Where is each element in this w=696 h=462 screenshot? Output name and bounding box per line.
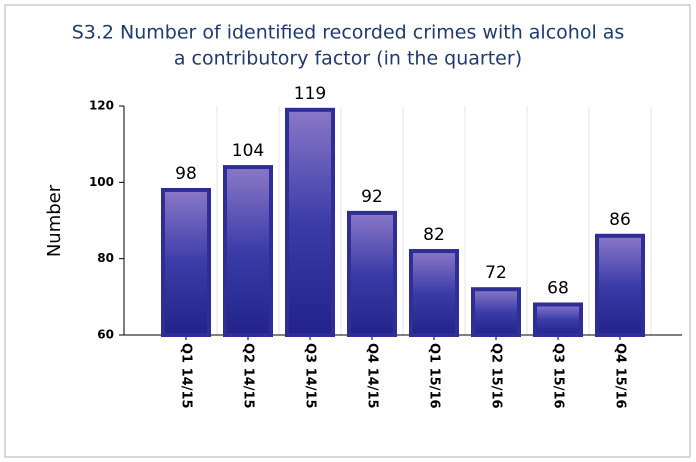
bar <box>161 187 211 337</box>
x-tick-label: Q1 15/16 <box>427 343 442 409</box>
x-tick-label: Q3 14/15 <box>303 343 318 409</box>
y-tick-label: 120 <box>89 99 114 113</box>
data-label: 82 <box>423 225 445 245</box>
bar <box>471 287 521 338</box>
x-tick-label: Q1 14/15 <box>179 343 194 409</box>
bar <box>409 249 459 338</box>
bar <box>223 165 273 337</box>
bar <box>595 233 645 337</box>
x-tick-label: Q4 15/16 <box>613 343 628 409</box>
data-label: 119 <box>294 84 326 104</box>
x-tick-label: Q2 14/15 <box>241 343 256 409</box>
x-tick-label: Q2 15/16 <box>489 343 504 409</box>
x-tick-label: Q3 15/16 <box>551 343 566 409</box>
bar <box>347 210 397 337</box>
bar <box>533 302 583 338</box>
y-axis-label: Number <box>44 184 65 257</box>
y-tick-label: 80 <box>97 251 114 265</box>
data-label: 86 <box>609 210 631 230</box>
bar <box>285 107 335 337</box>
x-tick-label: Q4 14/15 <box>365 343 380 409</box>
data-label: 68 <box>547 278 569 298</box>
data-label: 104 <box>232 141 264 161</box>
y-tick-label: 100 <box>89 175 114 189</box>
data-label: 72 <box>485 263 507 283</box>
chart-title: a contributory factor (in the quarter) <box>174 48 522 70</box>
y-tick-label: 60 <box>97 328 114 342</box>
data-label: 98 <box>175 164 197 184</box>
data-label: 92 <box>361 187 383 207</box>
chart-title: S3.2 Number of identified recorded crime… <box>72 22 625 44</box>
